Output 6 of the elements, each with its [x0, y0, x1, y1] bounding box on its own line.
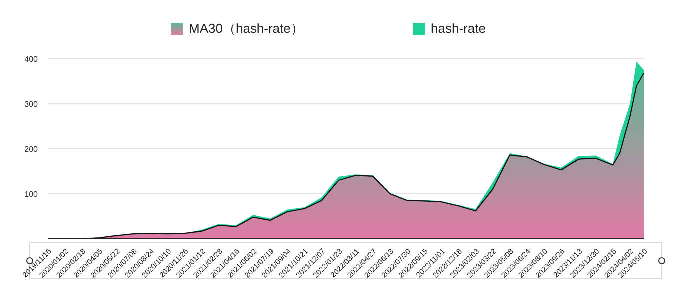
y-tick-label: 200	[24, 145, 39, 154]
legend-label: hash-rate	[431, 21, 486, 36]
legend-label: MA30（hash-rate）	[189, 21, 304, 36]
y-tick-label: 400	[24, 55, 39, 64]
y-tick-label: 300	[24, 100, 39, 109]
y-tick-label: 100	[24, 190, 39, 199]
